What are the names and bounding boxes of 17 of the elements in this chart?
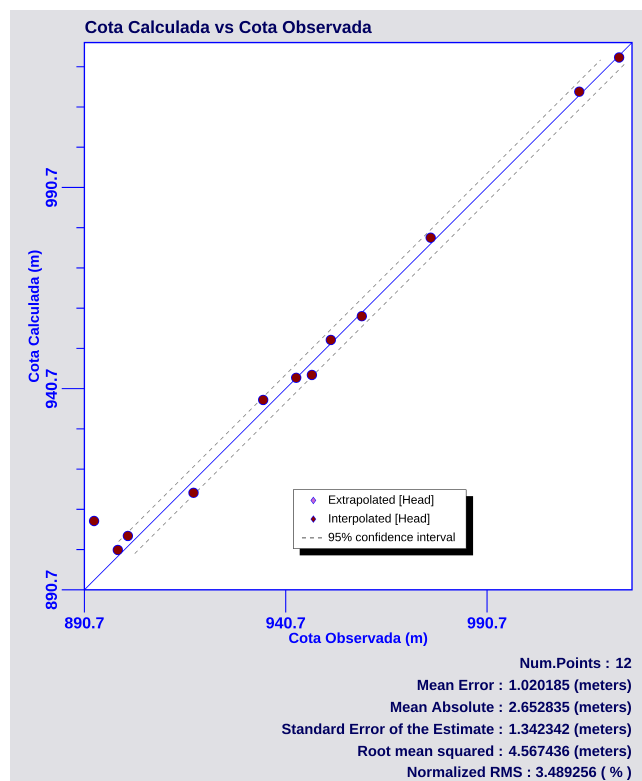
text: Num.Points : 12 [520,657,632,668]
x-tick-label: 890.7 [64,617,104,629]
chart-title: Cota Calculada vs Cota Observada [85,20,372,34]
legend-label: 95% confidence interval [328,532,455,542]
text: Root mean squared : 4.567436 (meters) [358,745,631,760]
y-tick-label: 940.7 [46,369,58,408]
text: Mean Absolute : 2.652835 (meters) [390,701,631,716]
x-tick-label: 940.7 [266,617,306,629]
legend-label: Interpolated [Head] [329,514,430,525]
x-tick-label: 990.7 [468,617,506,629]
y-axis-title: Cota Calculada (m) [28,250,42,382]
text: Mean Error : 1.020185 (meters) [418,679,631,694]
legend-label: Extrapolated [Head] [329,495,434,506]
text: Standard Error of the Estimate : 1.342342 (meters) [282,723,631,738]
x-axis-title: Cota Observada (m) [289,632,428,646]
text: Normalized RMS : 3.489256 ( % ) [408,766,631,780]
y-tick-label: 990.7 [46,168,58,207]
